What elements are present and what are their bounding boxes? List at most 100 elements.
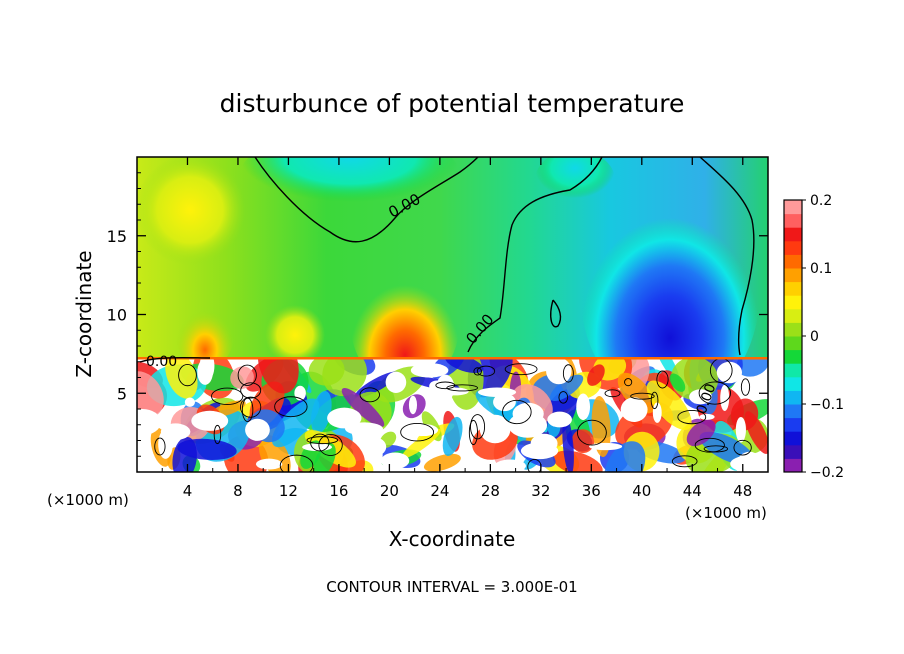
- turbulence-blob: [271, 398, 320, 448]
- turbulence-contour: [359, 387, 380, 403]
- turbulence-contour: [468, 419, 478, 446]
- x-tick-label: 48: [733, 482, 752, 500]
- turbulence-contour: [211, 387, 244, 405]
- turbulence-blob: [341, 388, 385, 427]
- colorbar-swatch: [784, 349, 802, 364]
- turbulence-calm: [512, 402, 544, 425]
- turbulence-calm: [576, 393, 591, 421]
- turbulence-calm: [137, 408, 162, 436]
- turbulence-calm: [197, 358, 213, 385]
- turbulence-blob: [669, 373, 686, 392]
- turbulence-calm: [429, 380, 445, 392]
- contour-interval-note: CONTOUR INTERVAL = 3.000E-01: [326, 578, 577, 596]
- colorbar-swatch: [784, 268, 802, 283]
- colorbar-swatch: [784, 281, 802, 296]
- turbulence-contour: [473, 367, 482, 376]
- y-tick-label: 15: [107, 227, 127, 246]
- colorbar-swatch: [784, 295, 802, 310]
- turbulence-contour: [279, 454, 314, 472]
- turbulence-calm: [191, 410, 229, 431]
- turbulence-blob: [322, 357, 367, 397]
- contour-label-3: 0.00: [146, 354, 177, 370]
- turbulence-contour: [576, 419, 607, 446]
- y-axis: 5 10 15: [107, 172, 768, 457]
- turbulence-contour: [733, 439, 752, 456]
- colorbar-swatch: [784, 240, 802, 255]
- turbulence-calm: [547, 411, 572, 428]
- turbulence-contour: [240, 382, 262, 399]
- turbulence-contour: [435, 381, 456, 390]
- colorbar-swatch: [784, 458, 802, 473]
- turbulence-contour: [677, 409, 707, 425]
- colorbar-swatch: [784, 390, 802, 405]
- zero-contours: [139, 156, 755, 363]
- turbulence-calm: [380, 452, 410, 469]
- colorbar-swatch: [784, 336, 802, 351]
- colorbar-swatch: [784, 376, 802, 391]
- turbulence-calm: [302, 443, 332, 452]
- turbulence-contour: [740, 378, 751, 396]
- colorbar-tick-label: 0.1: [810, 261, 832, 277]
- turbulence-calm: [408, 424, 439, 437]
- colorbar-labels: 0.2 0.1 0 −0.1 −0.2: [802, 193, 844, 481]
- turbulence-contour: [239, 396, 262, 418]
- turbulence-calm: [294, 385, 306, 401]
- x-axis: 4 8 12 16 20 24 28 32 36 40 44 48: [161, 157, 752, 500]
- x-unit-left: (×1000 m): [47, 491, 129, 509]
- colorbar: [783, 199, 803, 473]
- y-tick-label: 10: [107, 306, 127, 325]
- x-tick-label: 28: [481, 482, 500, 500]
- turbulence-contour: [213, 424, 222, 445]
- turbulence-calm: [730, 455, 767, 472]
- heatmap-upper: [137, 157, 768, 357]
- x-tick-label: 16: [329, 482, 348, 500]
- turbulence-blob: [686, 419, 716, 447]
- turbulence-contour: [446, 384, 479, 392]
- turbulence-contour: [306, 436, 339, 445]
- turbulence-calm: [494, 459, 527, 472]
- turbulence-calm: [620, 397, 648, 422]
- turbulence-calm: [720, 384, 730, 412]
- turbulence-contour: [476, 365, 496, 377]
- colorbar-tick-label: −0.2: [810, 465, 844, 481]
- turbulence-contour: [274, 396, 308, 418]
- turbulence-calm: [184, 397, 195, 407]
- turbulence-blob: [401, 428, 441, 459]
- turbulence-contour: [562, 364, 574, 383]
- turbulence-contour: [694, 437, 725, 453]
- turbulence-contour: [178, 363, 197, 387]
- colorbar-swatch: [784, 363, 802, 378]
- turbulence-calm: [520, 442, 559, 460]
- turbulence-contour: [237, 364, 257, 386]
- turbulence-contour: [698, 381, 732, 405]
- turbulence-contour: [400, 422, 435, 442]
- x-tick-label: 44: [683, 482, 702, 500]
- x-tick-label: 40: [632, 482, 651, 500]
- turbulence-blob: [562, 416, 574, 472]
- turbulence-calm: [410, 363, 449, 378]
- colorbar-swatch: [784, 417, 802, 432]
- turbulence-contour: [650, 391, 659, 410]
- turbulence-contour: [558, 391, 569, 404]
- turbulence-calm: [373, 440, 383, 470]
- colorbar-swatch: [784, 308, 802, 323]
- turbulence-calm: [589, 442, 623, 451]
- heatmap-lower: [137, 357, 768, 472]
- turbulence-blob: [549, 374, 584, 402]
- turbulence-calm: [699, 413, 715, 420]
- turbulence-calm: [493, 393, 516, 412]
- turbulence-calm: [160, 423, 191, 441]
- turbulence-calm: [716, 361, 742, 384]
- chart-title: disturbunce of potential temperature: [220, 89, 685, 118]
- turbulence-calm: [735, 416, 746, 443]
- turbulence-contour: [470, 414, 486, 440]
- colorbar-swatch: [784, 444, 802, 459]
- turbulence-contour: [502, 399, 532, 425]
- x-tick-label: 24: [430, 482, 449, 500]
- x-tick-label: 4: [183, 482, 193, 500]
- turbulence-calm: [344, 422, 384, 436]
- turbulence-blob: [591, 396, 611, 458]
- x-tick-label: 36: [582, 482, 601, 500]
- turbulence-calm: [546, 357, 572, 385]
